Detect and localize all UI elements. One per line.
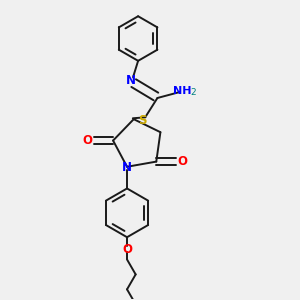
Text: N: N: [122, 161, 132, 174]
Text: O: O: [122, 243, 132, 256]
Text: NH: NH: [173, 85, 192, 96]
Text: N: N: [126, 74, 136, 87]
Text: O: O: [82, 134, 92, 147]
Text: 2: 2: [190, 88, 196, 98]
Text: O: O: [177, 155, 187, 168]
Text: S: S: [138, 114, 147, 127]
